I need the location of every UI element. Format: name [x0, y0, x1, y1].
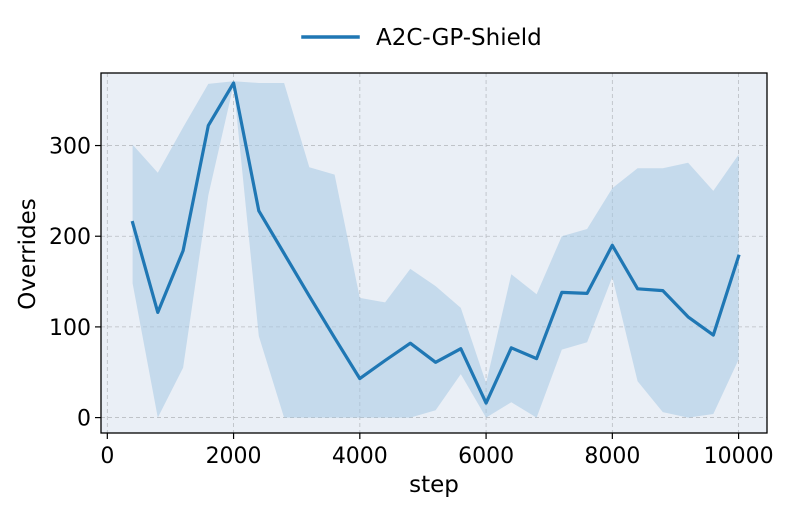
y-tick-label-0: 0	[77, 407, 91, 432]
x-tick-label-2: 4000	[332, 444, 388, 469]
confidence-band	[132, 81, 739, 418]
y-tick-label-1: 100	[49, 316, 91, 341]
x-tick-label-5: 10000	[704, 444, 774, 469]
plot-frame	[100, 72, 768, 434]
confidence-band-layer	[132, 81, 739, 418]
x-tick-label-0: 0	[100, 444, 114, 469]
x-tick-label-1: 2000	[206, 444, 262, 469]
y-axis: 0 100 200 300	[49, 135, 101, 432]
series-line-layer	[130, 81, 741, 405]
x-tick-label-3: 6000	[458, 444, 514, 469]
x-tick-label-4: 8000	[584, 444, 640, 469]
legend: A2C-GP-Shield	[301, 25, 542, 51]
x-axis-label: step	[409, 472, 459, 498]
legend-label: A2C-GP-Shield	[376, 25, 542, 51]
series-line-a2c-gp-shield	[130, 81, 741, 405]
y-tick-label-2: 200	[49, 225, 91, 250]
y-axis-label: Overrides	[15, 198, 41, 310]
x-axis: 0 2000 4000 6000 8000 10000	[100, 433, 774, 469]
y-tick-label-3: 300	[49, 135, 91, 160]
